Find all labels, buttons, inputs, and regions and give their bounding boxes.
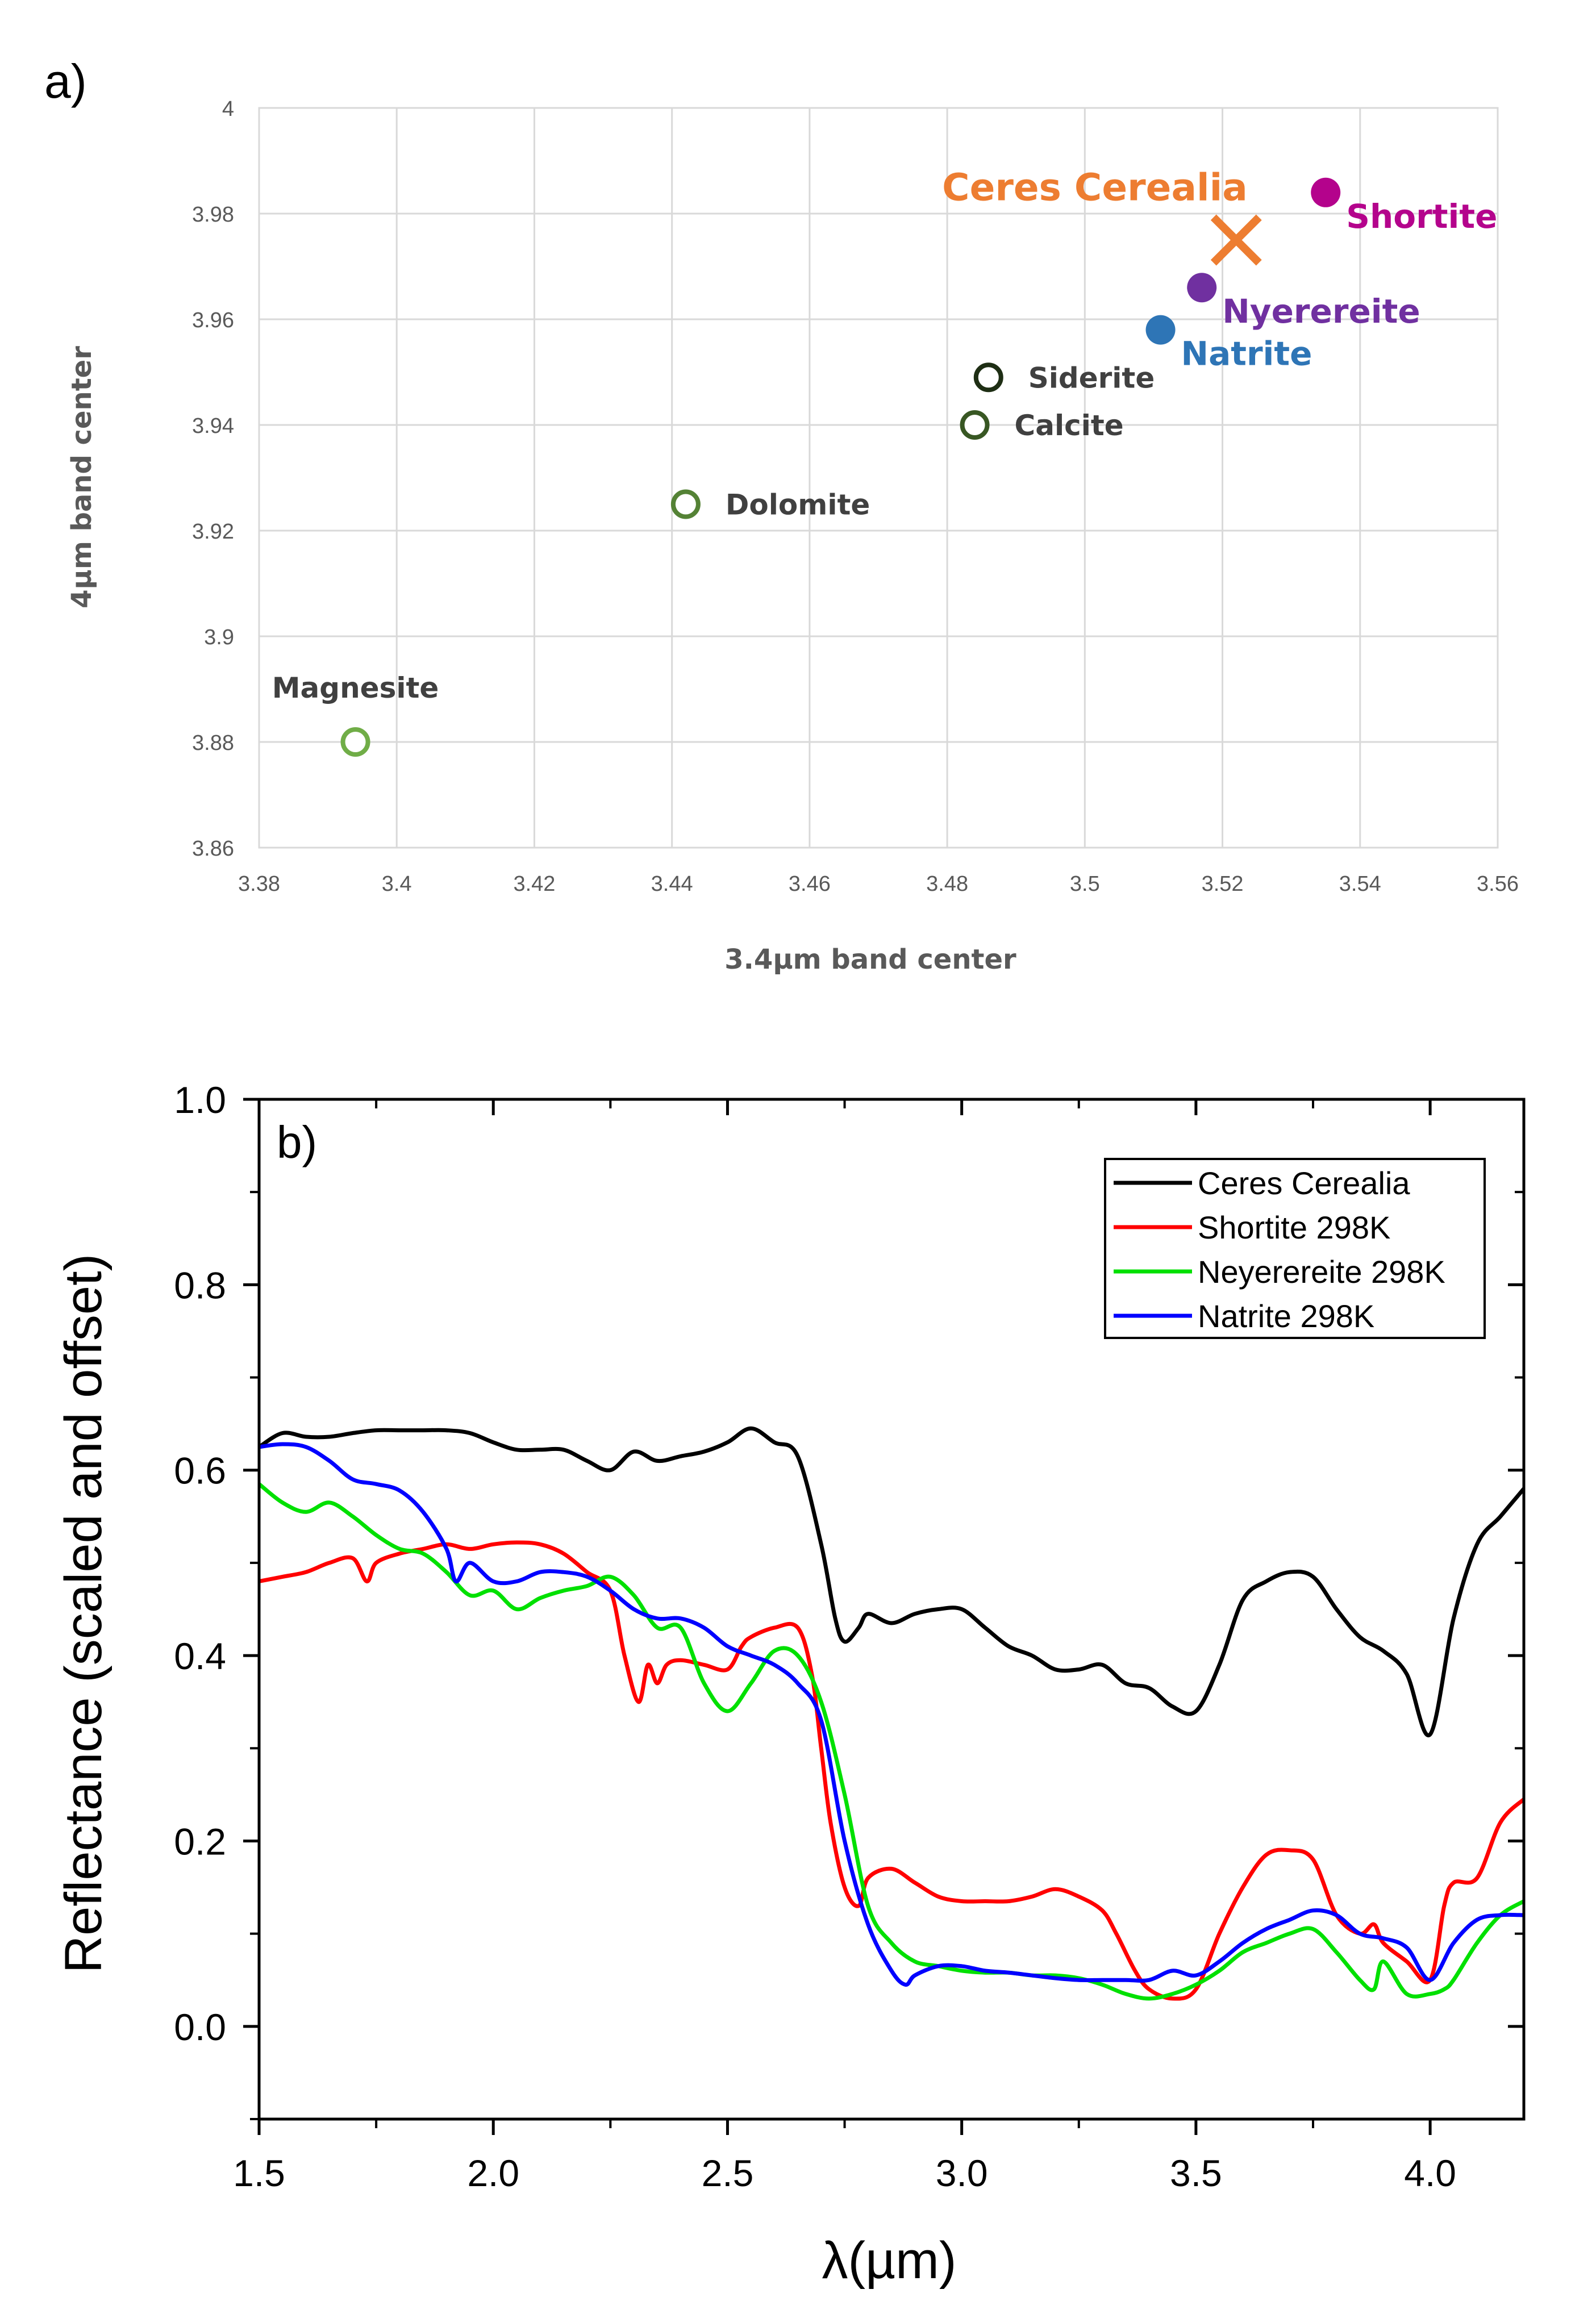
x-tick-label: 2.0 <box>467 2152 519 2194</box>
panel-a-y-tick-labels: 3.86 3.88 3.9 3.92 3.94 3.96 3.98 4 <box>192 97 234 861</box>
label-nyerereite: Nyerereite <box>1222 292 1420 331</box>
y-tick-label: 1.0 <box>174 1079 226 1121</box>
panel-a-x-axis-label: 3.4µm band center <box>724 944 1016 975</box>
x-tick-label: 3.56 <box>1477 872 1519 896</box>
x-tick-label: 3.38 <box>238 872 280 896</box>
x-tick-label: 4.0 <box>1404 2152 1456 2194</box>
y-tick-label: 4 <box>222 97 234 121</box>
point-siderite <box>973 362 1003 393</box>
series-ceres-cerealia <box>259 1426 1524 1738</box>
y-tick-label: 0.6 <box>174 1450 226 1492</box>
x-tick-label: 3.46 <box>789 872 831 896</box>
panel-a-y-axis-label: 4µm band center <box>66 346 98 608</box>
point-ceres-cerealia <box>1210 214 1262 266</box>
label-siderite: Siderite <box>1028 361 1155 394</box>
panel-b-series-lines <box>259 1426 1524 2001</box>
series-shortite-298k <box>259 1540 1524 2001</box>
point-magnesite <box>340 727 370 757</box>
point-nyerereite <box>1187 273 1217 303</box>
x-tick-label: 3.54 <box>1339 872 1381 896</box>
panel-b-x-axis-label: λ(µm) <box>822 2232 957 2290</box>
label-calcite: Calcite <box>1015 409 1124 442</box>
legend-label: Natrite 298K <box>1198 1298 1374 1334</box>
panel-b-line-chart: 1.5 2.0 2.5 3.0 3.5 4.00.00.20.40.60.81.0 b) … <box>55 1079 1526 2290</box>
panel-b-y-axis-label: Reflectance (scaled and offset) <box>55 1254 112 1974</box>
x-tick-label: 3.5 <box>1170 2152 1222 2194</box>
point-calcite <box>960 410 990 440</box>
panel-b-plot-frame <box>257 1098 1526 2121</box>
panel-a-scatter-chart: a) 3.863.883.93.923.943.963.984 3.38 3.4 3… <box>44 55 1519 975</box>
panel-a-plot-area <box>258 107 1499 849</box>
y-tick-label: 3.98 <box>192 203 234 227</box>
x-tick-label: 3.52 <box>1202 872 1244 896</box>
legend-label: Ceres Cerealia <box>1198 1165 1410 1201</box>
panel-a-x-tick-labels: 3.38 3.4 3.42 3.44 3.46 3.48 3.5 3.52 3.54 3.56 <box>238 872 1519 896</box>
x-tick-label: 3.44 <box>651 872 693 896</box>
panel-b-label: b) <box>277 1117 317 1167</box>
label-ceres-cerealia: Ceres Cerealia <box>942 166 1248 210</box>
legend-label: Shortite 298K <box>1198 1210 1390 1245</box>
legend-box <box>1104 1158 1486 1339</box>
y-tick-label: 3.96 <box>192 308 234 332</box>
point-natrite <box>1145 315 1176 345</box>
panel-a-label: a) <box>44 55 87 108</box>
label-natrite: Natrite <box>1181 335 1312 373</box>
series-neyerereite-298k <box>259 1482 1524 2001</box>
y-tick-label: 3.86 <box>192 837 234 861</box>
y-tick-label: 3.92 <box>192 520 234 544</box>
series-natrite-298k <box>259 1442 1524 1987</box>
legend-label: Neyerereite 298K <box>1198 1254 1445 1290</box>
panel-a-data-points: Magnesite Dolomite Calcite Siderite Natrite N… <box>272 166 1497 757</box>
y-tick-label: 3.94 <box>192 414 234 438</box>
x-tick-label: 3.48 <box>926 872 968 896</box>
y-tick-label: 0.8 <box>174 1264 226 1306</box>
y-tick-label: 0.4 <box>174 1635 226 1677</box>
label-shortite: Shortite <box>1346 197 1497 236</box>
y-tick-label: 3.9 <box>204 626 234 649</box>
x-tick-label: 3.4 <box>382 872 412 896</box>
point-shortite <box>1311 177 1341 207</box>
label-magnesite: Magnesite <box>272 672 439 704</box>
panel-b-ticks: 1.5 2.0 2.5 3.0 3.5 4.0 0.0 0.2 0.4 0.6 0.8 1.0 <box>174 1079 1524 2194</box>
x-tick-label: 3.42 <box>513 872 555 896</box>
x-tick-label: 3.0 <box>936 2152 988 2194</box>
label-dolomite: Dolomite <box>726 489 870 522</box>
panel-a-grid <box>258 107 1499 849</box>
y-tick-label: 0.2 <box>174 1820 226 1862</box>
y-tick-label: 0.0 <box>174 2006 226 2048</box>
point-dolomite <box>670 489 701 519</box>
x-tick-label: 2.5 <box>702 2152 754 2194</box>
panel-b-legend: Ceres Cerealia Shortite 298K Neyerereite 2… <box>1104 1158 1486 1339</box>
x-tick-label: 3.5 <box>1070 872 1100 896</box>
x-tick-label: 1.5 <box>233 2152 285 2194</box>
y-tick-label: 3.88 <box>192 731 234 755</box>
